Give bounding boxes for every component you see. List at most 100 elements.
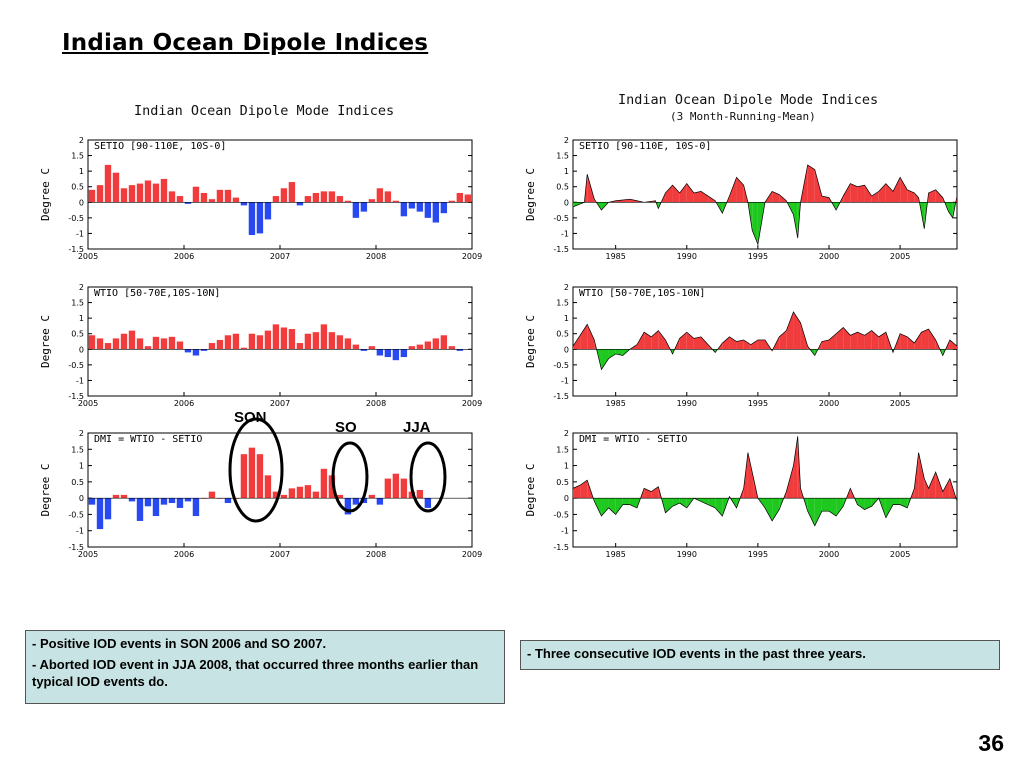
area-segment (786, 465, 794, 499)
note-item: - Aborted IOD event in JJA 2008, that oc… (32, 656, 498, 690)
bar (288, 329, 296, 350)
bar (120, 494, 128, 499)
bar (336, 335, 344, 350)
area-segment (622, 498, 630, 505)
bar (368, 494, 376, 499)
bar (88, 498, 96, 505)
y-tick-label: -1.5 (553, 543, 569, 552)
x-tick-label: 1990 (677, 252, 697, 261)
note-text: Aborted IOD event in JJA 2008, that occu… (32, 657, 479, 689)
area-segment (843, 327, 851, 350)
bar (336, 494, 344, 499)
bar (328, 475, 336, 499)
y-tick-label: 0.5 (556, 330, 569, 339)
bar (184, 349, 192, 353)
right-note-box: - Three consecutive IOD events in the pa… (520, 640, 1000, 670)
area-segment (750, 339, 758, 350)
bar (312, 491, 320, 499)
bar (104, 343, 112, 350)
x-tick-label: 2000 (819, 399, 839, 408)
y-tick-label: 0.5 (556, 478, 569, 487)
bar (432, 202, 440, 223)
bar (280, 494, 288, 499)
bar (392, 349, 400, 361)
area-segment (914, 332, 922, 350)
y-tick-label: -0.5 (68, 361, 84, 370)
area-segment (679, 332, 687, 350)
bar (272, 491, 280, 499)
y-tick-label: 0 (79, 494, 84, 503)
panel-label: DMI = WTIO - SETIO (94, 434, 202, 445)
area-segment (949, 339, 957, 350)
y-tick-label: -1.5 (68, 392, 84, 401)
area-segment (857, 185, 865, 203)
note-dash: - (32, 657, 40, 672)
bar (96, 185, 104, 203)
area-segment (935, 472, 943, 499)
bar (160, 498, 168, 505)
area-segment (900, 498, 908, 508)
area-segment (927, 192, 929, 203)
right-chart-heading: Indian Ocean Dipole Mode Indices (618, 92, 879, 108)
area-segment (814, 169, 822, 203)
x-tick-label: 2008 (366, 550, 386, 559)
page-number: 36 (978, 730, 1004, 756)
bar (392, 200, 400, 203)
y-tick-label: -1 (76, 376, 84, 385)
area-segment (864, 330, 872, 350)
area-segment (793, 436, 798, 499)
note-text: Positive IOD events in SON 2006 and SO 2… (39, 636, 327, 651)
bar (176, 498, 184, 508)
y-tick-label: -1 (561, 527, 569, 536)
bar (176, 341, 184, 350)
y-tick-label: 1 (79, 462, 84, 471)
y-tick-label: 0 (564, 198, 569, 207)
bar (272, 324, 280, 350)
bar (368, 346, 376, 350)
area-segment (573, 485, 581, 499)
bar (232, 197, 240, 203)
bar (136, 338, 144, 350)
bar (240, 202, 248, 206)
area-segment (948, 202, 953, 218)
area-segment (900, 333, 908, 350)
area-segment (615, 199, 630, 203)
area-segment (587, 324, 595, 350)
area-segment (807, 164, 815, 203)
y-tick-label: -1 (561, 229, 569, 238)
area-segment (793, 202, 798, 239)
y-axis-label: Degree C (39, 464, 52, 517)
panel-label: WTIO [50-70E,10S-10N] (94, 288, 220, 299)
bar (240, 454, 248, 499)
plot-frame (572, 286, 958, 397)
bar (344, 498, 352, 515)
y-tick-label: 1.5 (556, 445, 569, 454)
area-segment (850, 332, 858, 350)
event-label-jja: JJA (403, 419, 431, 436)
bar (216, 498, 224, 499)
wtio-running-mean-panel: Degree C 2 1.5 1 0.5 0 -0.5 -1 -1.5 1985 1990 1995 2… (524, 283, 958, 408)
bar (192, 349, 200, 356)
area-segment (878, 332, 886, 350)
bar (320, 191, 328, 203)
bar (328, 332, 336, 350)
area-segment (686, 498, 694, 508)
area-segment (918, 452, 925, 499)
area-segment (629, 199, 645, 203)
area-segment (715, 498, 723, 517)
bar (200, 498, 208, 499)
bar (208, 199, 216, 203)
area-segment (829, 498, 837, 517)
x-tick-label: 2008 (366, 399, 386, 408)
y-tick-label: -0.5 (553, 361, 569, 370)
area-segment (843, 183, 851, 203)
area-segment (885, 332, 892, 350)
y-tick-label: 2 (564, 283, 569, 292)
x-tick-label: 2005 (78, 550, 98, 559)
jja-event-circle (409, 441, 447, 513)
y-tick-label: 0.5 (71, 478, 84, 487)
y-tick-label: 2 (79, 283, 84, 292)
y-tick-label: 1 (79, 167, 84, 176)
bar (144, 180, 152, 203)
